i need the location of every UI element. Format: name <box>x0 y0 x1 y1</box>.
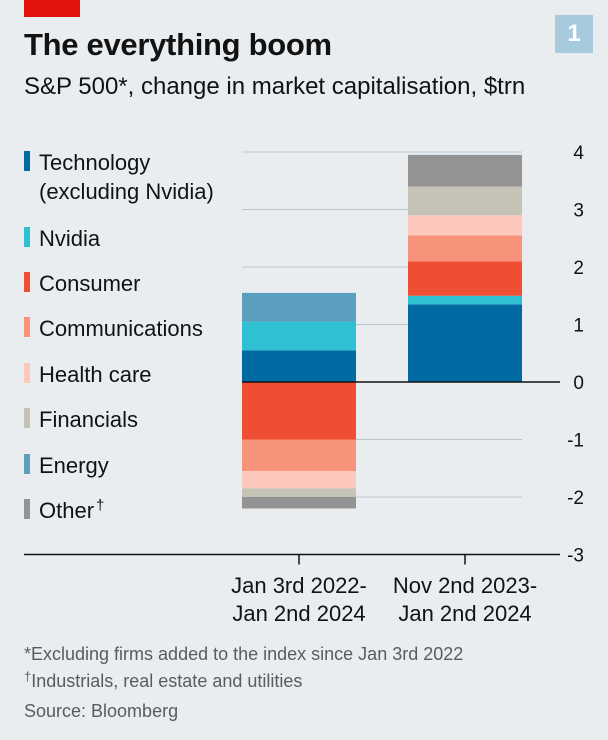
y-tick-label: 3 <box>573 201 584 222</box>
y-tick-label: 2 <box>573 258 584 279</box>
legend-swatch <box>24 408 30 428</box>
legend-label: Technology <box>39 150 150 175</box>
x-tick-label: Jan 2nd 2024 <box>398 601 531 626</box>
legend-label: Health care <box>39 362 152 387</box>
footnote-dagger: † <box>24 669 32 684</box>
y-tick-label: -1 <box>567 431 584 452</box>
legend-swatch <box>24 499 30 519</box>
chart-subtitle: S&P 500*, change in market capitalisatio… <box>24 73 526 100</box>
footnote-other: †Industrials, real estate and utilities <box>24 669 302 692</box>
x-tick-label: Nov 2nd 2023- <box>393 573 537 598</box>
x-tick-label: Jan 2nd 2024 <box>232 601 365 626</box>
brand-tag <box>24 0 80 17</box>
legend-swatch <box>24 272 30 292</box>
bar-segment <box>408 304 522 382</box>
footnote-other-text: Industrials, real estate and utilities <box>31 671 303 691</box>
y-tick-label: -2 <box>567 488 584 509</box>
legend-label: Energy <box>39 453 109 478</box>
bar-segment <box>408 186 522 216</box>
y-tick-label: 4 <box>573 143 584 164</box>
legend-swatch <box>24 227 30 247</box>
footnote-excluding: *Excluding firms added to the index sinc… <box>24 644 464 664</box>
legend-label: Consumer <box>39 271 140 296</box>
bar-segment <box>242 321 356 351</box>
legend-swatch <box>24 151 30 171</box>
chart-title: The everything boom <box>24 27 332 62</box>
legend-swatch <box>24 363 30 383</box>
legend-label: Nvidia <box>39 226 101 251</box>
x-tick-label: Jan 3rd 2022- <box>231 573 367 598</box>
chart-number-badge: 1 <box>555 15 593 53</box>
legend-swatch <box>24 454 30 474</box>
y-tick-label: -3 <box>567 546 584 567</box>
bar-segment <box>242 439 356 472</box>
stacked-bar-chart: 4 3 2 1 0 -1 -2 -3 Jan 3rd 2022- Jan 2nd 2024 Nov … <box>24 143 584 626</box>
y-tick-label: 0 <box>573 373 584 394</box>
bar-segment <box>242 488 356 497</box>
y-tick-label: 1 <box>573 316 584 337</box>
legend-swatch <box>24 317 30 337</box>
bar-segment <box>408 154 522 187</box>
legend-label: Other † <box>39 497 104 523</box>
legend-dagger: † <box>96 497 104 514</box>
bar-segment <box>242 350 356 382</box>
bar-segment <box>408 261 522 296</box>
legend-label-line2: (excluding Nvidia) <box>39 179 214 204</box>
legend-label: Financials <box>39 407 138 432</box>
bar-segment <box>408 215 522 236</box>
bar-segment <box>408 235 522 262</box>
bar-segment <box>242 292 356 322</box>
bar-segment <box>242 382 356 440</box>
bar-segment <box>408 295 522 305</box>
bar-segment <box>242 497 356 509</box>
bar-segment <box>242 471 356 489</box>
source-note: Source: Bloomberg <box>24 701 179 721</box>
legend-label: Communications <box>39 316 203 341</box>
